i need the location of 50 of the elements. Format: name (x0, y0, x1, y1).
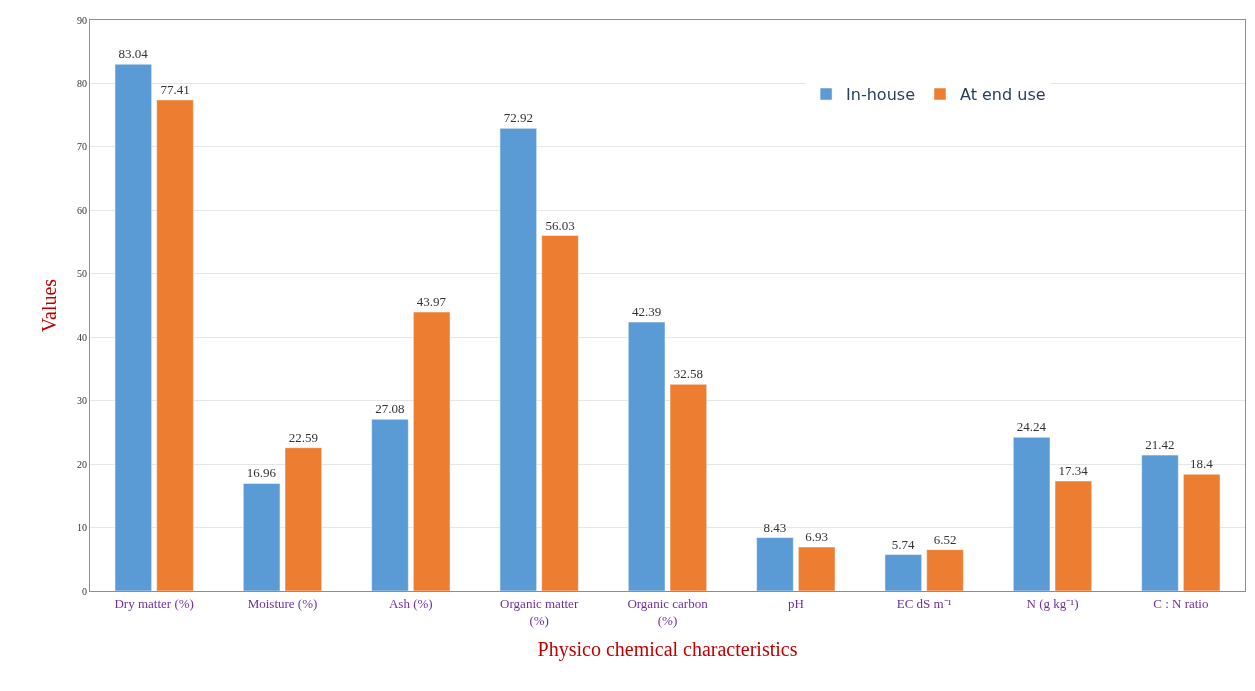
y-tick-label: 50 (77, 268, 87, 280)
bar (1054, 480, 1092, 591)
data-label: 6.52 (933, 531, 957, 547)
data-label: 24.24 (1016, 419, 1047, 435)
y-tick-label: 40 (77, 331, 87, 343)
x-axis-title: Physico chemical characteristics (537, 638, 798, 661)
bar (413, 311, 451, 591)
data-label: 22.59 (288, 429, 318, 445)
x-tick-label: Organic matter (%) (500, 595, 579, 628)
bar (541, 235, 579, 591)
data-label: 56.03 (545, 217, 575, 233)
bar (926, 549, 964, 591)
data-label: 77.41 (160, 81, 190, 97)
data-label: 17.34 (1058, 462, 1089, 478)
x-tick-label: C : N ratio (1153, 595, 1209, 611)
y-tick-label: 30 (77, 395, 87, 407)
data-label: 83.04 (118, 46, 149, 62)
x-tick-label: EC dS m⁻¹ (896, 595, 952, 611)
data-label: 5.74 (891, 536, 915, 552)
legend-label: In-house (846, 85, 915, 105)
y-tick-label: 10 (77, 522, 87, 534)
bar (284, 447, 322, 591)
data-label: 32.58 (673, 366, 703, 382)
x-tick-label: N (g kg⁻¹) (1026, 595, 1079, 611)
x-tick-label: Organic carbon (%) (627, 595, 709, 628)
bar (1183, 474, 1221, 591)
bar (156, 99, 194, 591)
data-label: 43.97 (416, 294, 447, 310)
data-label: 18.4 (1190, 456, 1214, 472)
y-tick-label: 60 (77, 204, 87, 216)
y-tick-label: 80 (77, 77, 87, 89)
data-label: 72.92 (503, 110, 533, 126)
bar (798, 546, 836, 591)
y-tick-label: 70 (77, 141, 87, 153)
data-label: 6.93 (805, 529, 829, 545)
data-label: 16.96 (246, 465, 277, 481)
x-tick-label: pH (787, 595, 804, 611)
x-tick-label: Dry matter (%) (114, 595, 194, 611)
data-label: 8.43 (763, 519, 787, 535)
y-tick-label: 0 (82, 585, 87, 597)
bar (669, 384, 707, 591)
y-tick-label: 20 (77, 458, 87, 470)
x-tick-label: Moisture (%) (247, 595, 318, 611)
y-tick-label: 90 (77, 14, 87, 26)
y-axis-title: Values (37, 278, 60, 333)
legend-label: At end use (959, 85, 1046, 105)
data-label: 27.08 (375, 401, 405, 417)
data-label: 21.42 (1145, 437, 1175, 453)
data-label: 42.39 (632, 304, 662, 320)
x-tick-label: Ash (%) (388, 595, 433, 611)
